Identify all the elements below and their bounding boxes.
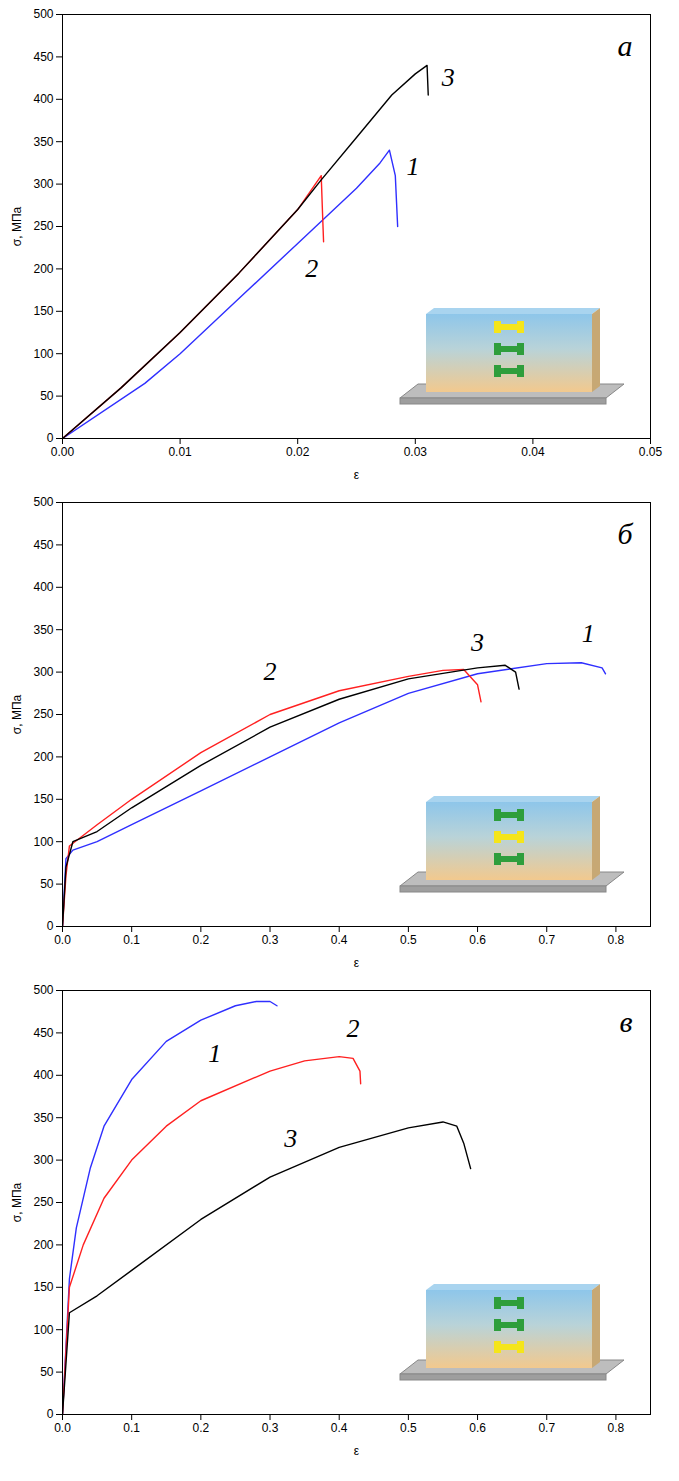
- svg-text:3: 3: [470, 628, 484, 657]
- svg-text:350: 350: [33, 1111, 53, 1125]
- svg-text:0.5: 0.5: [400, 1421, 417, 1435]
- svg-text:500: 500: [33, 7, 53, 21]
- svg-text:200: 200: [33, 1238, 53, 1252]
- svg-text:0.3: 0.3: [262, 933, 279, 947]
- svg-text:400: 400: [33, 580, 53, 594]
- svg-text:100: 100: [33, 835, 53, 849]
- svg-text:0: 0: [47, 431, 54, 445]
- svg-text:400: 400: [33, 1068, 53, 1082]
- svg-text:0.00: 0.00: [51, 445, 75, 459]
- svg-text:0.6: 0.6: [469, 933, 486, 947]
- svg-text:0.0: 0.0: [54, 1421, 71, 1435]
- svg-text:0.1: 0.1: [123, 1421, 140, 1435]
- svg-text:σ, МПа: σ, МПа: [10, 694, 24, 734]
- svg-text:0.05: 0.05: [639, 445, 663, 459]
- svg-text:0.4: 0.4: [331, 933, 348, 947]
- svg-text:100: 100: [33, 347, 53, 361]
- svg-text:0.04: 0.04: [521, 445, 545, 459]
- svg-text:в: в: [619, 1005, 632, 1038]
- svg-text:0.2: 0.2: [193, 933, 210, 947]
- svg-text:300: 300: [33, 177, 53, 191]
- svg-text:σ, МПа: σ, МПа: [10, 1182, 24, 1222]
- svg-text:0: 0: [47, 1407, 54, 1421]
- svg-text:150: 150: [33, 1280, 53, 1294]
- svg-text:ε: ε: [354, 956, 360, 970]
- svg-text:350: 350: [33, 135, 53, 149]
- svg-text:2: 2: [264, 657, 277, 686]
- svg-text:350: 350: [33, 623, 53, 637]
- svg-text:200: 200: [33, 750, 53, 764]
- svg-text:250: 250: [33, 1195, 53, 1209]
- svg-text:150: 150: [33, 304, 53, 318]
- svg-text:450: 450: [33, 538, 53, 552]
- svg-text:0.7: 0.7: [538, 1421, 555, 1435]
- svg-text:50: 50: [40, 1365, 54, 1379]
- svg-text:0.6: 0.6: [469, 1421, 486, 1435]
- svg-text:0.5: 0.5: [400, 933, 417, 947]
- svg-text:250: 250: [33, 707, 53, 721]
- svg-text:2: 2: [305, 254, 318, 283]
- svg-text:0.02: 0.02: [286, 445, 310, 459]
- svg-text:300: 300: [33, 1153, 53, 1167]
- svg-text:0.3: 0.3: [262, 1421, 279, 1435]
- svg-text:ε: ε: [354, 468, 360, 482]
- svg-text:1: 1: [208, 1039, 221, 1068]
- svg-text:ε: ε: [354, 1444, 360, 1458]
- svg-text:150: 150: [33, 792, 53, 806]
- svg-text:0.2: 0.2: [193, 1421, 210, 1435]
- svg-text:500: 500: [33, 495, 53, 509]
- svg-text:0.7: 0.7: [538, 933, 555, 947]
- svg-text:3: 3: [283, 1124, 297, 1153]
- svg-text:а: а: [618, 29, 633, 62]
- svg-text:0.8: 0.8: [608, 933, 625, 947]
- svg-text:50: 50: [40, 389, 54, 403]
- svg-text:2: 2: [347, 1014, 360, 1043]
- svg-text:250: 250: [33, 219, 53, 233]
- svg-text:0.03: 0.03: [404, 445, 428, 459]
- svg-text:б: б: [617, 517, 633, 550]
- svg-text:1: 1: [582, 619, 595, 648]
- svg-text:0: 0: [47, 919, 54, 933]
- svg-text:0.0: 0.0: [54, 933, 71, 947]
- svg-text:σ, МПа: σ, МПа: [10, 206, 24, 246]
- svg-text:400: 400: [33, 92, 53, 106]
- svg-text:300: 300: [33, 665, 53, 679]
- svg-text:450: 450: [33, 50, 53, 64]
- svg-text:50: 50: [40, 877, 54, 891]
- svg-text:450: 450: [33, 1026, 53, 1040]
- svg-text:1: 1: [406, 152, 419, 181]
- svg-text:200: 200: [33, 262, 53, 276]
- svg-text:500: 500: [33, 983, 53, 997]
- svg-text:0.1: 0.1: [123, 933, 140, 947]
- svg-text:0.01: 0.01: [168, 445, 192, 459]
- svg-text:0.8: 0.8: [608, 1421, 625, 1435]
- svg-text:3: 3: [441, 63, 455, 92]
- svg-text:0.4: 0.4: [331, 1421, 348, 1435]
- svg-text:100: 100: [33, 1323, 53, 1337]
